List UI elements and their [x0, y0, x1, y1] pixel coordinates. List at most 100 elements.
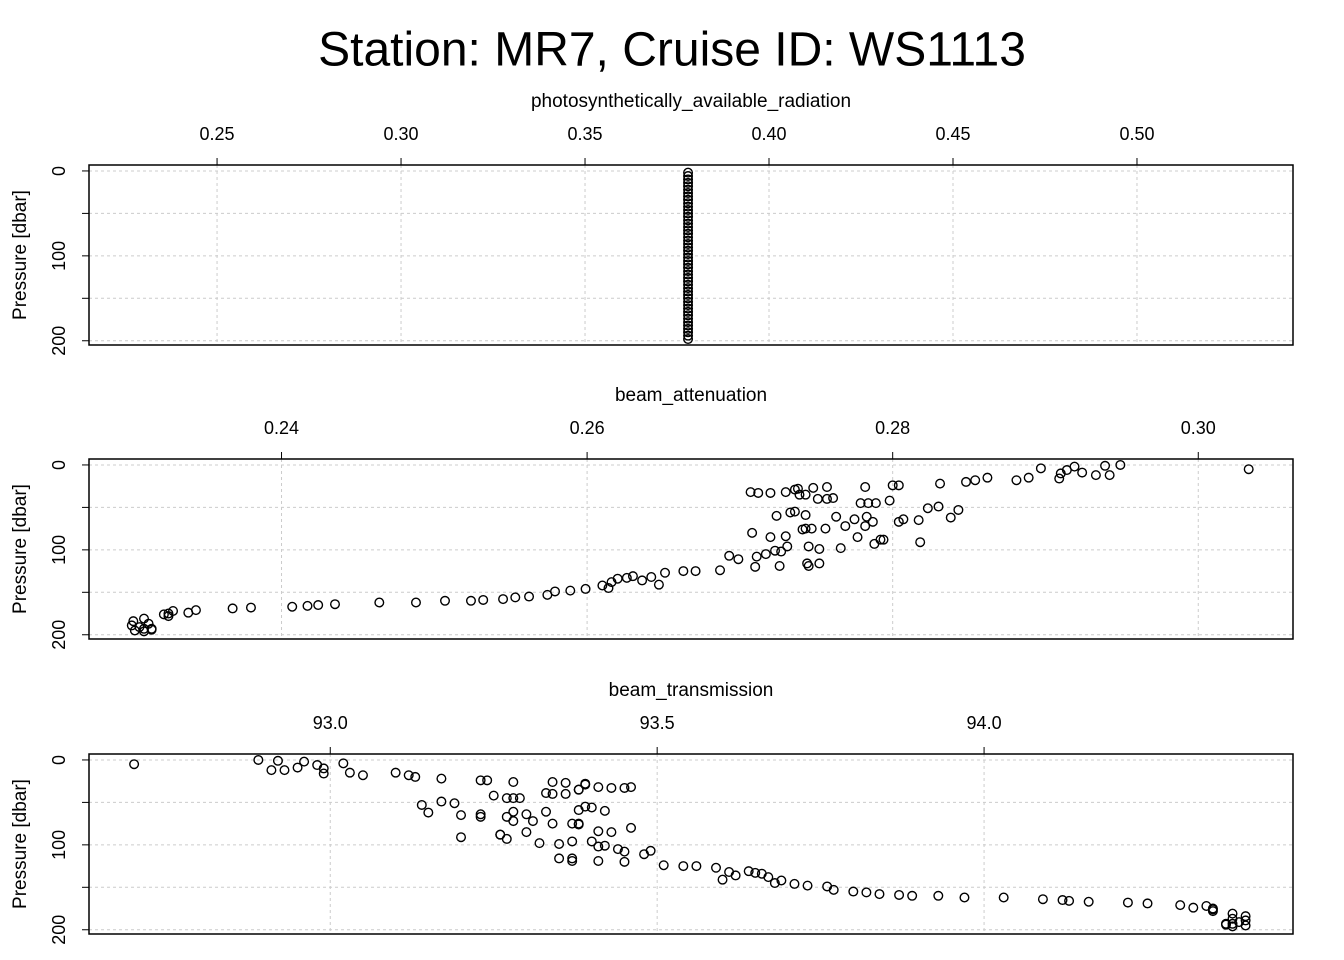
data-point: [329, 599, 340, 610]
data-point: [606, 577, 617, 588]
data-point: [745, 487, 756, 498]
x-tick-label: 93.0: [313, 713, 348, 733]
data-point: [763, 872, 774, 883]
data-point: [717, 874, 728, 885]
x-tick-label: 0.25: [200, 124, 235, 144]
data-point: [780, 487, 791, 498]
data-point: [653, 579, 664, 590]
data-point: [848, 886, 859, 897]
data-point: [501, 833, 512, 844]
data-point: [789, 878, 800, 889]
data-point: [683, 266, 694, 277]
data-point: [302, 600, 313, 611]
data-point: [338, 758, 349, 769]
data-point: [683, 167, 694, 178]
x-tick-label: 0.45: [935, 124, 970, 144]
data-point: [860, 521, 871, 532]
data-point: [683, 334, 694, 345]
data-point: [683, 201, 694, 212]
data-point: [637, 575, 648, 586]
data-point: [683, 269, 694, 280]
data-point: [782, 541, 793, 552]
data-point: [683, 194, 694, 205]
data-point: [475, 775, 486, 786]
data-point: [514, 793, 525, 804]
data-point: [878, 534, 889, 545]
data-point: [861, 511, 872, 522]
y-tick-label: 200: [49, 620, 69, 650]
data-point: [163, 611, 174, 622]
data-point: [266, 765, 277, 776]
data-point: [683, 330, 694, 341]
data-point: [683, 272, 694, 283]
data-point: [915, 537, 926, 548]
data-point: [456, 810, 467, 821]
data-point: [690, 566, 701, 577]
data-point: [893, 480, 904, 491]
data-point: [803, 560, 814, 571]
data-point: [771, 510, 782, 521]
data-point: [597, 580, 608, 591]
data-point: [128, 616, 139, 627]
data-point: [715, 565, 726, 576]
data-point: [1243, 464, 1254, 475]
data-point: [894, 889, 905, 900]
data-point: [683, 276, 694, 287]
plot-frame: [88, 753, 1294, 935]
data-point: [683, 303, 694, 314]
data-point: [541, 788, 552, 799]
data-point: [449, 798, 460, 809]
data-point: [456, 832, 467, 843]
data-point: [660, 567, 671, 578]
data-point: [835, 543, 846, 554]
data-point: [1023, 472, 1034, 483]
data-point: [814, 544, 825, 555]
data-point: [1077, 467, 1088, 478]
data-point: [683, 310, 694, 321]
data-point: [733, 554, 744, 565]
data-point: [567, 853, 578, 864]
data-point: [808, 482, 819, 493]
data-point: [501, 793, 512, 804]
data-point: [861, 887, 872, 898]
data-point: [780, 531, 791, 542]
data-point: [318, 763, 329, 774]
data-point: [887, 480, 898, 491]
data-point: [488, 790, 499, 801]
data-point: [683, 184, 694, 195]
data-point: [416, 799, 427, 810]
data-point: [521, 809, 532, 820]
data-point: [593, 855, 604, 866]
data-point: [683, 225, 694, 236]
data-point: [683, 293, 694, 304]
data-point: [619, 782, 630, 793]
data-point: [627, 571, 638, 582]
x-tick-label: 0.30: [384, 124, 419, 144]
data-point: [593, 782, 604, 793]
data-point: [753, 487, 764, 498]
data-point: [683, 296, 694, 307]
data-point: [683, 245, 694, 256]
y-axis-title: Pressure [dbar]: [10, 190, 31, 320]
data-point: [860, 482, 871, 493]
data-point: [803, 541, 814, 552]
data-point: [1220, 919, 1231, 930]
data-point: [1037, 894, 1048, 905]
data-point: [554, 853, 565, 864]
data-point: [508, 806, 519, 817]
data-point: [1011, 475, 1022, 486]
data-point: [769, 878, 780, 889]
data-point: [1142, 898, 1153, 909]
data-point: [730, 870, 741, 881]
data-point: [751, 551, 762, 562]
data-point: [683, 198, 694, 209]
data-point: [146, 624, 157, 635]
data-point: [1100, 460, 1111, 471]
data-point: [683, 327, 694, 338]
data-point: [970, 475, 981, 486]
data-point: [683, 238, 694, 249]
data-point: [776, 546, 787, 557]
data-point: [961, 476, 972, 487]
